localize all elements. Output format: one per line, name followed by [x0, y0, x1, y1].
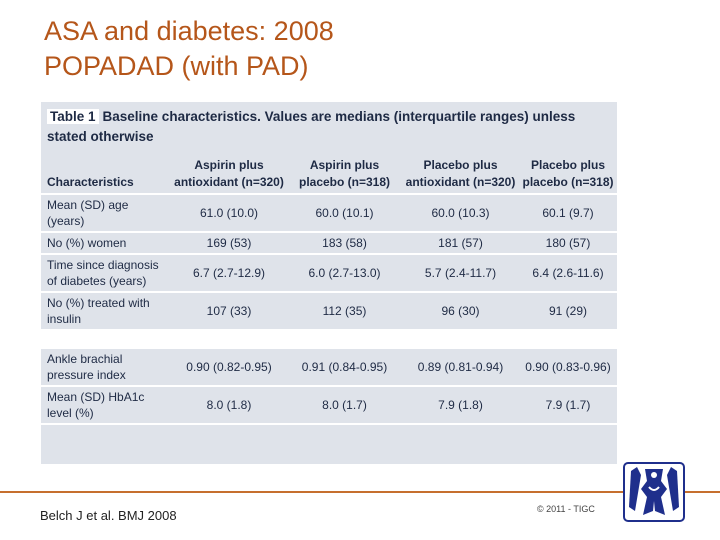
table-cell: 6.4 (2.6-11.6) [532, 266, 604, 280]
table-row: No (%) treated with insulin 107 (33) 112… [41, 292, 617, 330]
row-label: Ankle brachial pressure index [47, 352, 126, 382]
table-label: Table 1 [47, 109, 99, 124]
table-cell: 112 (35) [322, 304, 367, 318]
table-cell: 7.9 (1.8) [438, 398, 483, 412]
row-label: Mean (SD) HbA1c level (%) [47, 390, 145, 420]
table-cell: 60.0 (10.3) [431, 206, 490, 220]
table-cell: 6.7 (2.7-12.9) [192, 266, 266, 280]
table-cell: 0.89 (0.81-0.94) [417, 360, 504, 374]
table-caption-text: Baseline characteristics. Values are med… [47, 109, 576, 144]
table-header-row: Characteristics Aspirin plus antioxidant… [41, 155, 617, 194]
table-gap [41, 330, 617, 348]
table-cell: 0.91 (0.84-0.95) [301, 360, 388, 374]
table-cell: 180 (57) [545, 236, 591, 250]
table-cell: 8.0 (1.8) [206, 398, 252, 412]
table-cell: 8.0 (1.7) [322, 398, 367, 412]
baseline-table-image: Table 1 Baseline characteristics. Values … [41, 102, 617, 464]
row-label: No (%) treated with insulin [47, 296, 150, 326]
table-caption: Table 1 Baseline characteristics. Values … [47, 107, 607, 147]
header-aspirin-antioxidant: Aspirin plus antioxidant (n=320) [174, 158, 284, 189]
table-cell: 169 (53) [206, 236, 252, 250]
table-cell: 7.9 (1.7) [545, 398, 591, 412]
row-label: Time since diagnosis of diabetes (years) [47, 258, 159, 288]
table-cell: 183 (58) [322, 236, 367, 250]
table-cell: 96 (30) [441, 304, 480, 318]
header-placebo-placebo: Placebo plus placebo (n=318) [522, 158, 614, 189]
slide-title-line1: ASA and diabetes: 2008 [44, 16, 334, 46]
table-row: Mean (SD) HbA1c level (%) 8.0 (1.8) 8.0 … [41, 386, 617, 424]
organization-logo-icon [623, 462, 685, 522]
table-cell: 107 (33) [206, 304, 252, 318]
table-cell: 6.0 (2.7-13.0) [308, 266, 381, 280]
table-cell: 61.0 (10.0) [199, 206, 259, 220]
citation: Belch J et al. BMJ 2008 [40, 508, 177, 523]
table-row: Mean (SD) age (years) 61.0 (10.0) 60.0 (… [41, 194, 617, 232]
row-label: Mean (SD) age (years) [47, 198, 129, 228]
table-cell: 0.90 (0.83-0.96) [525, 360, 611, 374]
table-cell: 181 (57) [438, 236, 483, 250]
table-row: No (%) women 169 (53) 183 (58) 181 (57) … [41, 232, 617, 254]
header-placebo-antioxidant: Placebo plus antioxidant (n=320) [405, 158, 516, 189]
table-cell: 60.1 (9.7) [542, 206, 594, 220]
table-row: Ankle brachial pressure index 0.90 (0.82… [41, 348, 617, 386]
table-cell: 0.90 (0.82-0.95) [186, 360, 272, 374]
table-cell: 5.7 (2.4-11.7) [424, 266, 497, 280]
table-row: Time since diagnosis of diabetes (years)… [41, 254, 617, 292]
row-label: No (%) women [47, 236, 127, 250]
header-characteristics: Characteristics [47, 175, 134, 189]
table-cell: 60.0 (10.1) [315, 206, 374, 220]
baseline-characteristics-table: Characteristics Aspirin plus antioxidant… [41, 155, 617, 425]
slide-title: ASA and diabetes: 2008 POPADAD (with PAD… [44, 14, 334, 84]
copyright-notice: © 2011 - TIGC [537, 504, 595, 514]
table-cell: 91 (29) [548, 304, 588, 318]
header-aspirin-placebo: Aspirin plus placebo (n=318) [298, 158, 391, 189]
footer-divider [0, 491, 720, 493]
slide-title-line2: POPADAD (with PAD) [44, 51, 309, 81]
